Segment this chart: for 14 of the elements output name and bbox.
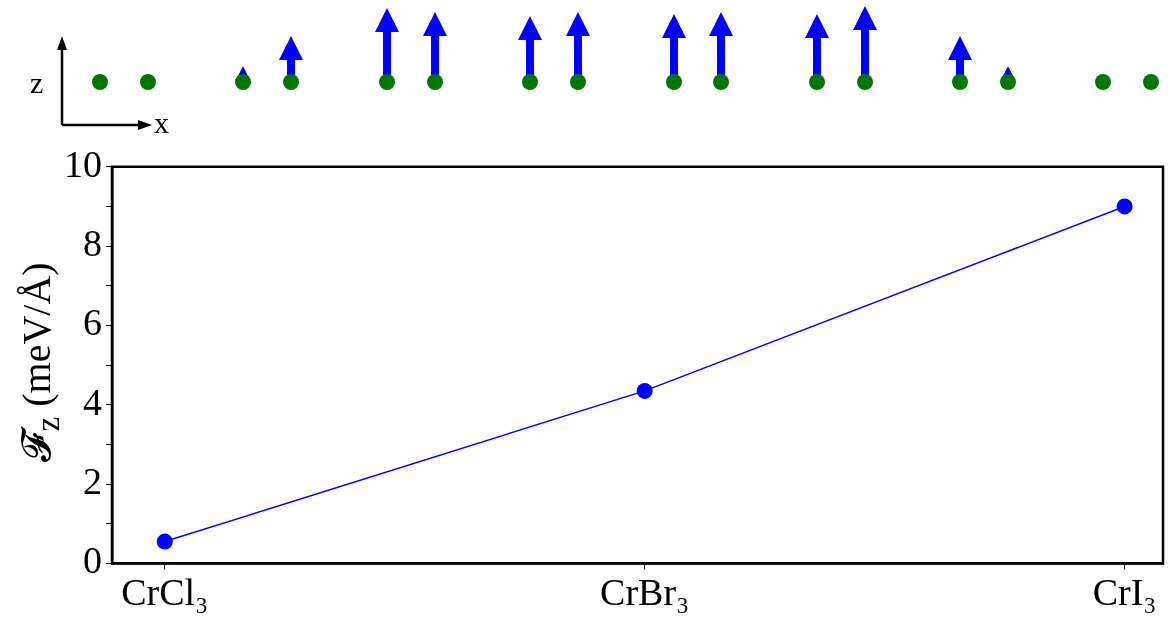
text: x	[154, 106, 169, 139]
y-tick-label: 8	[83, 222, 102, 265]
y-tick-label: 2	[83, 460, 102, 503]
text: z	[30, 66, 44, 99]
y-tick-label: 0	[83, 539, 102, 582]
point	[1116, 198, 1133, 215]
y-tick-label: 10	[64, 142, 102, 185]
point	[636, 382, 653, 399]
y-tick-label: 6	[83, 301, 102, 344]
x-tick-label: CrI₃	[1092, 571, 1157, 614]
x-tick-label: CrBr₃	[600, 571, 690, 614]
x-tick-label: CrCl₃	[121, 571, 209, 614]
point	[156, 533, 173, 550]
y-tick-label: 4	[83, 380, 102, 423]
